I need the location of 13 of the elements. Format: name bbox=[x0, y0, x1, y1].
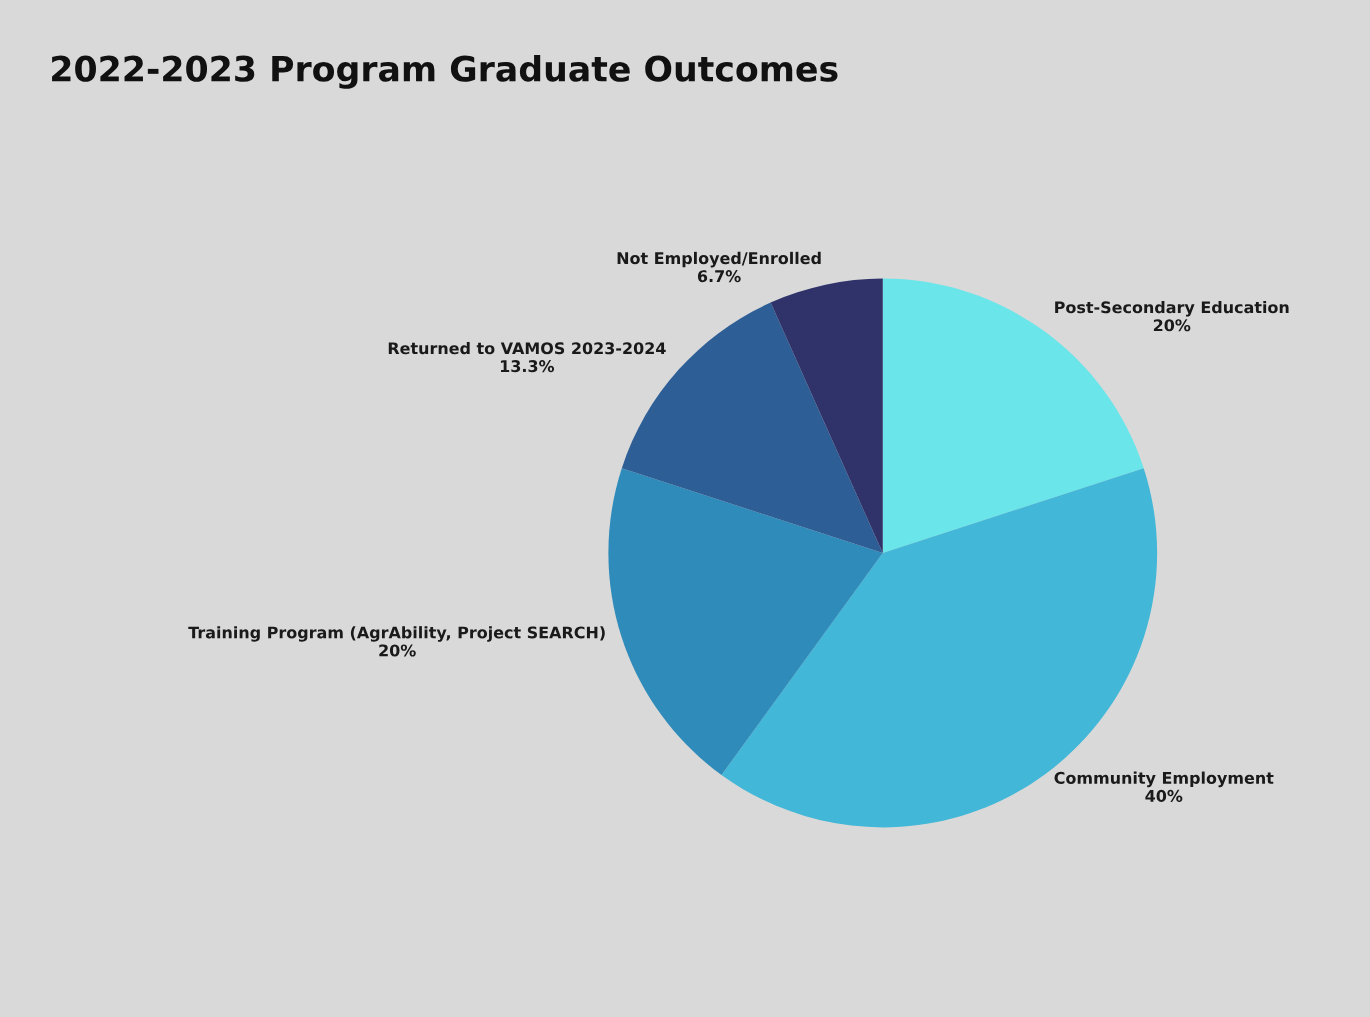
data-label: 20% bbox=[1153, 319, 1191, 332]
slice-label: Training Program (AgrAbility, Project SEARCH) bbox=[188, 626, 605, 642]
slice-label: Not Employed/Enrolled bbox=[617, 251, 821, 268]
data-label: 6.7% bbox=[697, 270, 741, 283]
data-label: 13.3% bbox=[500, 360, 555, 373]
chart-title: 2022-2023 Program Graduate Outcomes bbox=[52, 54, 838, 89]
slice-label: Community Employment bbox=[1054, 771, 1274, 788]
slice-label: Post-Secondary Education bbox=[1055, 300, 1289, 317]
data-label: 20% bbox=[379, 644, 416, 657]
pie-slice bbox=[608, 468, 883, 775]
slice-label: Returned to VAMOS 2023-2024 bbox=[388, 341, 666, 355]
data-label: 40% bbox=[1145, 789, 1183, 802]
pie-slice bbox=[770, 278, 883, 553]
